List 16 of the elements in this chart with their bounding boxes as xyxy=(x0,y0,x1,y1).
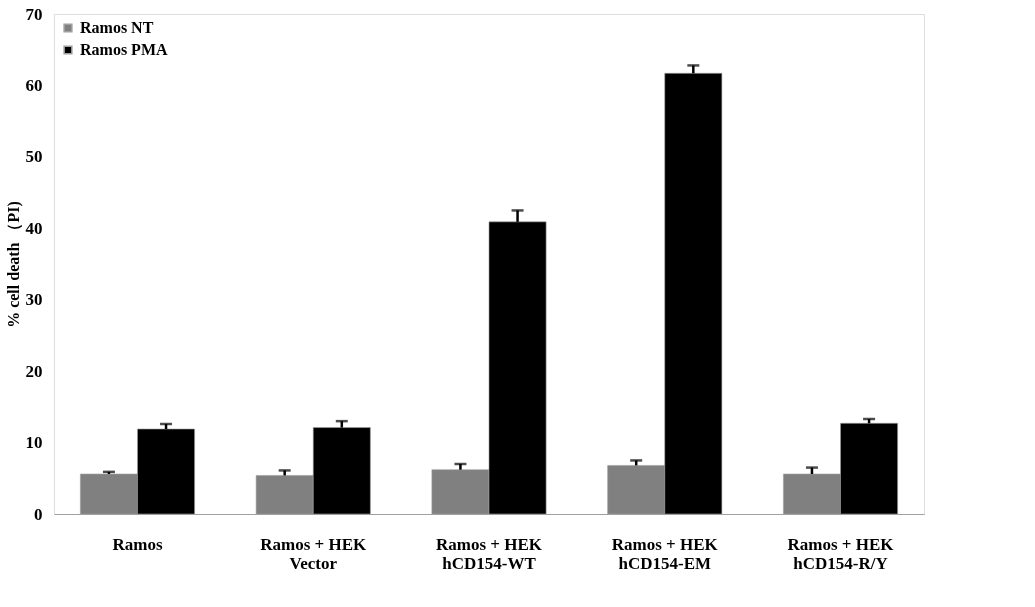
y-tick-label: 20 xyxy=(25,361,43,381)
x-tick-label: Ramos xyxy=(112,534,163,554)
y-tick-label: 60 xyxy=(25,75,43,95)
y-tick-label: 30 xyxy=(25,290,43,310)
y-tick-label: 40 xyxy=(25,218,43,238)
x-tick-label: Ramos + HEK hCD154-R/Y xyxy=(787,534,895,573)
y-tick-label: 0 xyxy=(34,504,43,524)
y-axis-title: % cell death （PI) xyxy=(4,201,23,328)
x-tick-label: Ramos + HEK hCD154-WT xyxy=(435,534,543,573)
y-tick-label: 50 xyxy=(25,147,43,167)
x-tick-label: Ramos + HEK hCD154-EM xyxy=(611,534,719,573)
x-tick-label: Ramos + HEK Vector xyxy=(260,534,368,573)
legend-label: Ramos PMA xyxy=(80,41,168,58)
y-tick-label: 10 xyxy=(25,433,43,453)
y-tick-label: 70 xyxy=(25,4,43,24)
legend-label: Ramos NT xyxy=(80,19,154,36)
